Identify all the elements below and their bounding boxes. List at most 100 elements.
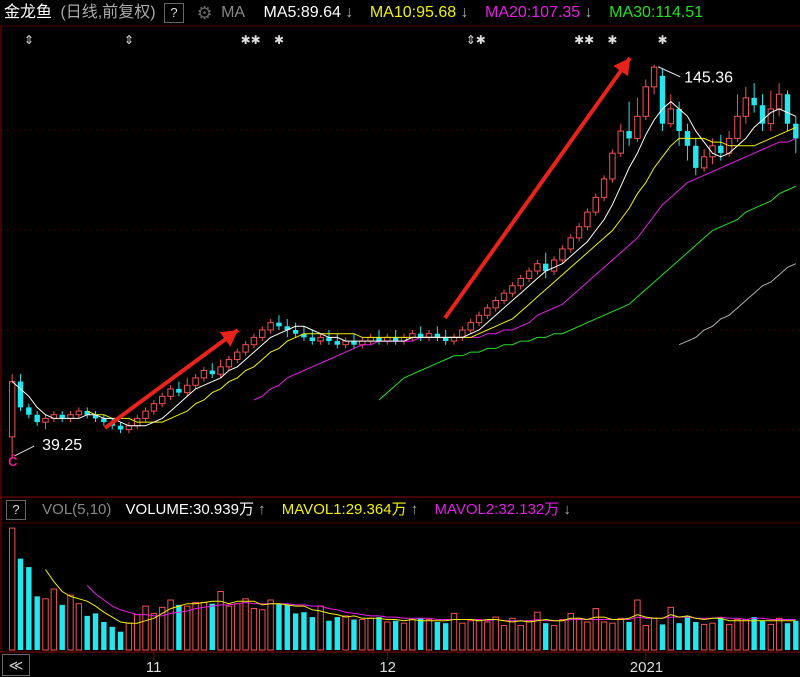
volume-bar <box>567 612 574 651</box>
volume-bar <box>384 621 391 651</box>
candle-body <box>8 381 16 438</box>
candle-body <box>150 403 158 412</box>
volume-bar <box>284 604 290 650</box>
collapse-left-button[interactable]: ≪ <box>2 654 30 676</box>
volume-bar <box>234 603 241 651</box>
trend-arrow-2-head <box>613 58 630 77</box>
volume-bar <box>50 588 58 651</box>
candle-body <box>101 418 107 423</box>
candle-body <box>642 86 649 117</box>
volume-bar <box>676 623 682 650</box>
volume-bar <box>326 620 332 650</box>
candle-body <box>117 425 124 430</box>
volume-bar <box>142 605 149 651</box>
candle-body <box>617 130 624 154</box>
volume-help-button[interactable]: ? <box>6 500 26 520</box>
candle-body <box>92 414 99 419</box>
candle-body <box>751 97 757 106</box>
ma10-value: MA10:95.68 <box>369 4 457 21</box>
volume-bar <box>409 619 416 651</box>
volume-bar <box>492 616 499 651</box>
volume-value: VOLUME:30.939万 <box>125 501 254 518</box>
candle-body <box>125 425 133 430</box>
volume-bar <box>125 622 133 651</box>
candle-body <box>775 93 783 110</box>
volume-bar <box>67 594 74 651</box>
gear-icon[interactable]: ⚙ <box>196 3 213 23</box>
volume-bar <box>117 631 124 650</box>
volume-bar <box>200 601 208 651</box>
candle-body <box>659 75 666 124</box>
mavol1-arrow: ↑ <box>410 501 419 518</box>
candle-body <box>467 322 474 331</box>
candle-body <box>284 326 290 330</box>
volume-bar <box>484 621 491 651</box>
candle-body <box>484 307 491 316</box>
volume-bar <box>92 613 99 650</box>
volume-bar <box>259 609 266 651</box>
volume-bar <box>176 604 182 650</box>
candle-body <box>242 344 249 353</box>
candle-body <box>543 263 549 272</box>
candle-body <box>575 226 583 239</box>
ma60-line <box>678 263 797 346</box>
help-button[interactable]: ? <box>164 3 185 23</box>
candle-body <box>718 145 724 154</box>
candle-body <box>767 108 775 125</box>
chart-header: 金龙鱼 (日线,前复权) ? ⚙ MA MA5:89.64 ↓ MA10:95.… <box>0 0 800 26</box>
volume-bar <box>317 605 324 651</box>
ma-label[interactable]: MA <box>221 4 246 21</box>
volume-bar <box>250 608 258 651</box>
volume-bar <box>159 606 166 651</box>
event-marker-icon: ✱ <box>607 33 617 47</box>
event-marker-icon: ⇕ <box>124 33 134 47</box>
volume-bar <box>400 622 408 651</box>
x-tick-label: 2021 <box>630 659 663 676</box>
volume-bar <box>459 622 466 651</box>
volume-bar <box>718 618 724 650</box>
candle-body <box>517 277 524 287</box>
volume-bar <box>8 527 16 651</box>
volume-bar <box>759 620 766 650</box>
volume-bar <box>367 617 374 651</box>
candle-body <box>159 395 166 405</box>
volume-bar <box>75 603 83 651</box>
mavol2-value: MAVOL2:32.132万 <box>434 501 560 518</box>
candle-body <box>584 211 591 228</box>
volume-bar <box>467 620 474 651</box>
candle-body <box>59 414 65 419</box>
vol-label[interactable]: VOL(5,10) <box>42 501 112 518</box>
candle-body <box>276 322 282 327</box>
candle-body <box>184 384 191 394</box>
volume-bar <box>650 617 658 651</box>
candle-body <box>209 370 215 375</box>
candle-body <box>534 263 541 272</box>
volume-bar <box>450 612 458 651</box>
volume-bar <box>667 606 674 651</box>
adjust-mode[interactable]: (日线,前复权) <box>60 4 156 21</box>
candle-body <box>700 156 708 169</box>
event-marker-icon: ⇕✱ <box>466 33 486 47</box>
ma5-value: MA5:89.64 <box>263 4 341 21</box>
candle-body <box>84 411 90 415</box>
volume-bar <box>475 620 483 651</box>
high-annotation-line <box>657 66 681 78</box>
candle-body <box>492 300 499 309</box>
trend-arrow-2 <box>443 56 632 320</box>
event-marker-icon: ✱✱ <box>241 33 261 47</box>
event-marker-icon: ⇕ <box>24 33 34 47</box>
candle-body <box>17 381 24 408</box>
candle-body <box>342 340 349 346</box>
candle-body <box>425 333 433 338</box>
candle-body <box>709 145 716 158</box>
volume-bar <box>543 623 549 650</box>
volume-bar <box>534 611 541 651</box>
volume-bar <box>276 603 282 650</box>
volume-bar <box>359 619 366 651</box>
candle-body <box>309 337 316 342</box>
candle-body <box>509 285 516 294</box>
volume-bar <box>84 615 90 650</box>
volume-bar <box>167 599 174 651</box>
candle-body <box>409 333 416 338</box>
